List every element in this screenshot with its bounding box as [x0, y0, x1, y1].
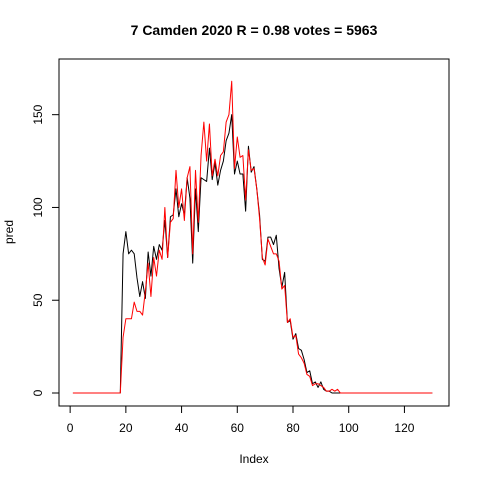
chart-title: 7 Camden 2020 R = 0.98 votes = 5963 — [131, 22, 378, 38]
x-tick-label: 120 — [394, 421, 414, 435]
y-tick-label: 100 — [31, 197, 45, 217]
x-axis: 0 20 40 60 80 100 120 — [67, 405, 415, 435]
y-axis: 0 50 100 150 — [31, 104, 60, 396]
x-tick-label: 0 — [67, 421, 74, 435]
x-tick-label: 60 — [231, 421, 245, 435]
y-axis-label: pred — [2, 220, 16, 244]
x-tick-label: 100 — [339, 421, 359, 435]
y-tick-label: 0 — [31, 389, 45, 396]
x-tick-label: 80 — [286, 421, 300, 435]
x-tick-label: 40 — [175, 421, 189, 435]
y-tick-label: 50 — [31, 293, 45, 307]
y-tick-label: 150 — [31, 104, 45, 124]
series-line-2 — [72, 80, 433, 394]
x-tick-label: 20 — [119, 421, 133, 435]
series-layer — [72, 80, 433, 394]
x-axis-label: Index — [239, 452, 268, 466]
